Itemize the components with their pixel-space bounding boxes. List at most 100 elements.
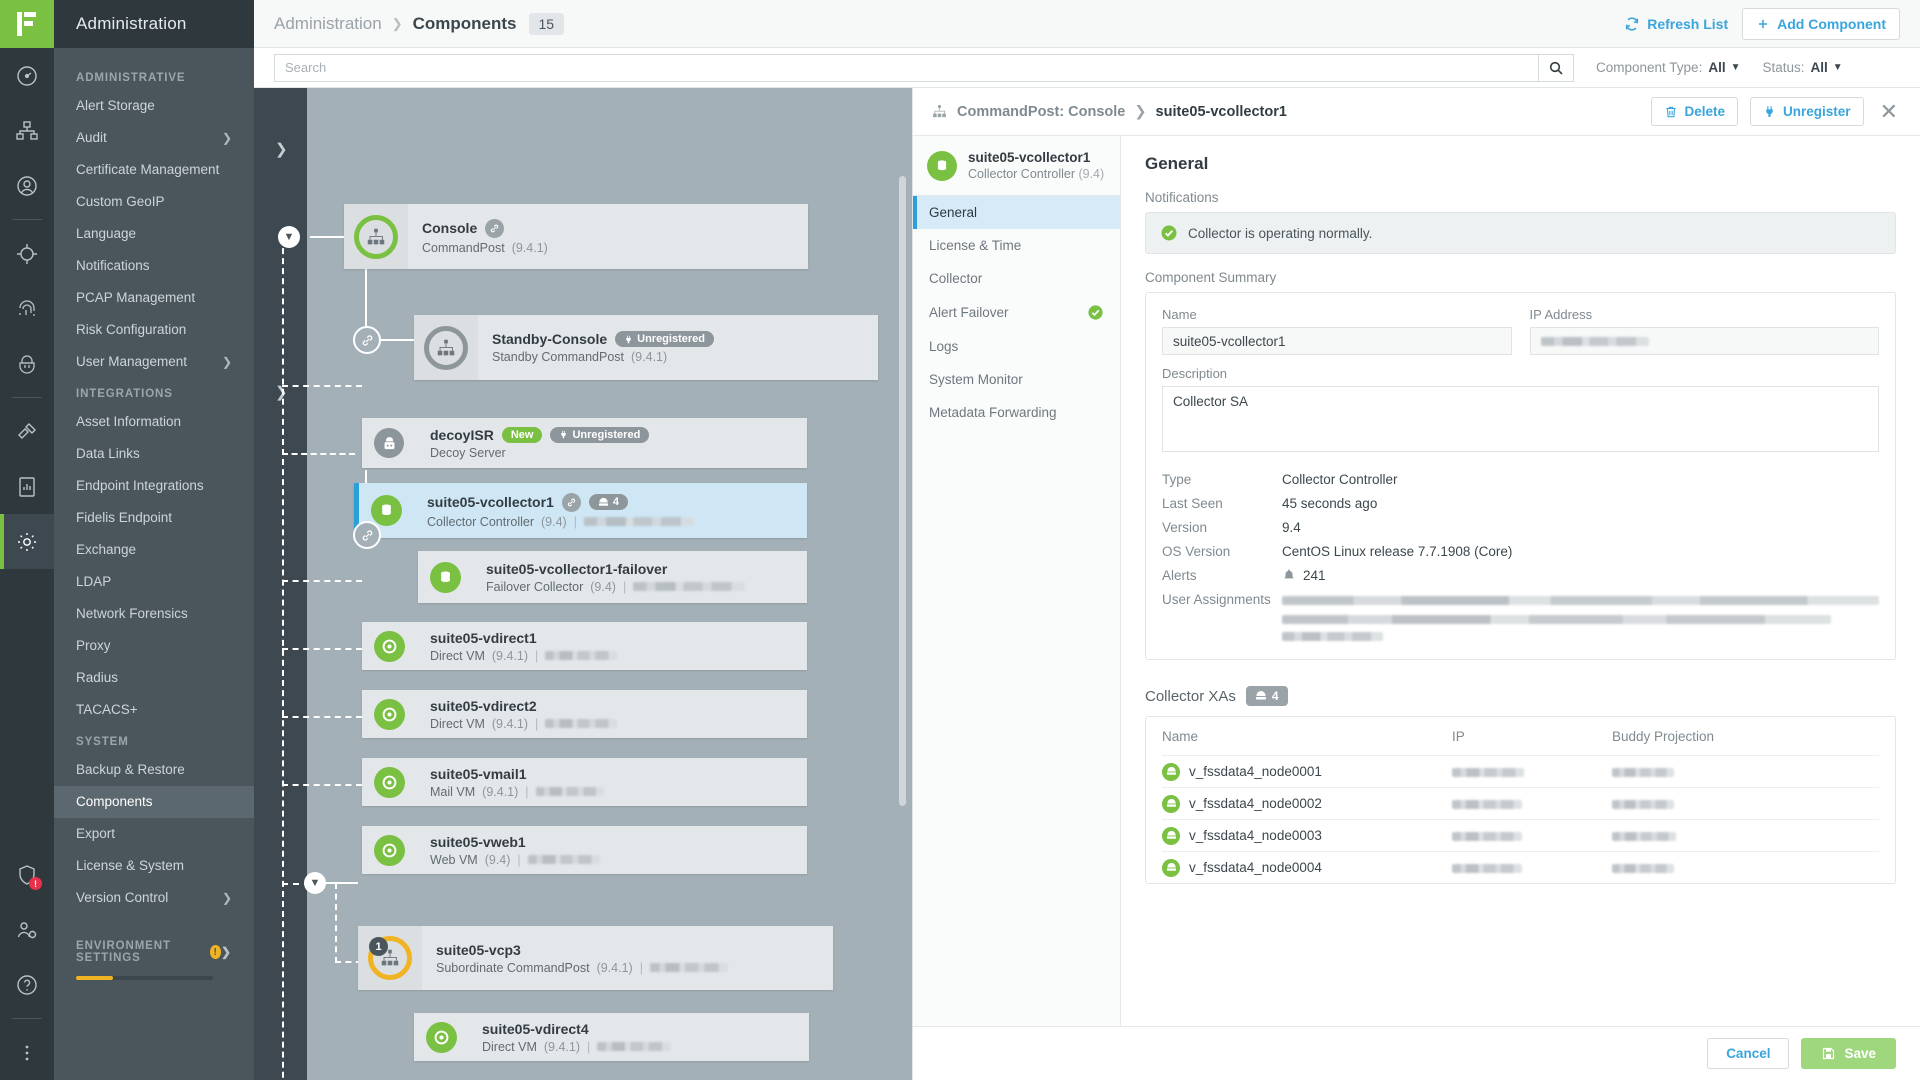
sidebar-item-tacacs[interactable]: TACACS+ — [54, 694, 254, 726]
tree-node-suite05-vdirect4[interactable]: suite05-vdirect4 Direct VM (9.4.1) | — [414, 1013, 809, 1061]
table-row[interactable]: v_fssdata4_node0003 — [1162, 819, 1879, 851]
tree-collapse-vcp3[interactable]: ▼ — [304, 872, 326, 894]
tree-node-vcp3-real[interactable]: 1 suite05-vcp3 Subordinate CommandPost (… — [358, 926, 833, 990]
rail-item-profile[interactable] — [0, 158, 54, 213]
tree-collapse-console[interactable]: ▼ — [278, 226, 300, 248]
tab-general[interactable]: General — [913, 196, 1120, 229]
tree-scrollbar[interactable] — [899, 176, 906, 806]
ip-address-input[interactable] — [1529, 327, 1879, 355]
rail-item-reports[interactable] — [0, 459, 54, 514]
refresh-list-button[interactable]: Refresh List — [1624, 16, 1728, 32]
tree-node-ip-masked — [527, 855, 600, 864]
tab-license-time[interactable]: License & Time — [913, 229, 1120, 262]
table-row[interactable]: v_fssdata4_node0002 — [1162, 787, 1879, 819]
sidebar-item-alert-storage[interactable]: Alert Storage — [54, 90, 254, 122]
name-input[interactable] — [1162, 327, 1512, 355]
sidebar-item-ldap[interactable]: LDAP — [54, 566, 254, 598]
tree-node-sub: Standby CommandPost (9.4.1) — [492, 350, 714, 364]
sidebar-item-user-management[interactable]: User Management ❯ — [54, 346, 254, 378]
cancel-button[interactable]: Cancel — [1707, 1038, 1790, 1069]
xa-name-cell: v_fssdata4_node0003 — [1162, 826, 1452, 845]
tab-label: Alert Failover — [929, 305, 1009, 320]
tree-node-suite05-vweb1[interactable]: suite05-vweb1 Web VM (9.4) | — [362, 826, 807, 874]
chevron-right-icon: ❯ — [221, 891, 232, 905]
sidebar-item-data-links[interactable]: Data Links — [54, 438, 254, 470]
rail-item-security-alerts[interactable]: ! — [0, 847, 54, 902]
description-textarea[interactable] — [1162, 386, 1879, 452]
unregister-button[interactable]: Unregister — [1750, 97, 1864, 126]
unregister-label: Unregister — [1783, 104, 1851, 119]
gutter-expand-top-icon[interactable]: ❯ — [275, 141, 288, 158]
sidebar-item-audit[interactable]: Audit ❯ — [54, 122, 254, 154]
user-settings-icon — [15, 918, 39, 942]
tab-alert-failover[interactable]: Alert Failover — [913, 295, 1120, 330]
sidebar-item-backup-restore[interactable]: Backup & Restore — [54, 754, 254, 786]
tree-node-suite05-vcollector1-failover[interactable]: suite05-vcollector1-failover Failover Co… — [418, 551, 807, 603]
table-row[interactable]: v_fssdata4_node0004 — [1162, 851, 1879, 883]
breadcrumb-parent[interactable]: Administration — [274, 13, 382, 33]
sidebar-item-custom-geoip[interactable]: Custom GeoIP — [54, 186, 254, 218]
sidebar-item-license-system[interactable]: License & System — [54, 850, 254, 882]
rail-item-help[interactable] — [0, 957, 54, 1012]
tree-node-standby-console[interactable]: Standby-Console Unregistered Standby Com… — [414, 315, 878, 380]
detail-breadcrumb-parent[interactable]: CommandPost: Console — [957, 103, 1126, 120]
detail-footer: Cancel Save — [913, 1026, 1920, 1080]
fact-value: 9.4 — [1282, 520, 1301, 535]
rail-item-more[interactable] — [0, 1025, 54, 1080]
sidebar-item-fidelis-endpoint[interactable]: Fidelis Endpoint — [54, 502, 254, 534]
save-button[interactable]: Save — [1801, 1038, 1896, 1069]
search-input[interactable] — [274, 53, 1538, 82]
delete-button[interactable]: Delete — [1650, 97, 1739, 126]
network-topology-icon — [365, 226, 387, 248]
tree-node-suite05-vdirect2[interactable]: suite05-vdirect2 Direct VM (9.4.1) | — [362, 690, 807, 738]
tab-logs[interactable]: Logs — [913, 330, 1120, 363]
sidebar-item-language[interactable]: Language — [54, 218, 254, 250]
sidebar-item-endpoint-integrations[interactable]: Endpoint Integrations — [54, 470, 254, 502]
refresh-icon — [1624, 16, 1640, 32]
gutter-expand-mid-icon[interactable]: ❯ — [275, 384, 288, 401]
status-filter[interactable]: Status: All ▼ — [1763, 60, 1843, 75]
sidebar-item-network-forensics[interactable]: Network Forensics — [54, 598, 254, 630]
tree-node-console[interactable]: Console CommandPost (9.4.1) — [344, 204, 808, 269]
tree-link-failover-icon[interactable] — [353, 521, 381, 549]
tree-node-suite05-vcollector1[interactable]: suite05-vcollector1 4 — [354, 483, 807, 538]
sidebar-item-proxy[interactable]: Proxy — [54, 630, 254, 662]
tab-metadata-forwarding[interactable]: Metadata Forwarding — [913, 396, 1120, 429]
rail-item-enforcement[interactable] — [0, 404, 54, 459]
sidebar-item-version-control[interactable]: Version Control ❯ — [54, 882, 254, 914]
rail-item-forensics[interactable] — [0, 281, 54, 336]
sidebar-item-pcap-management[interactable]: PCAP Management — [54, 282, 254, 314]
sidebar-item-export[interactable]: Export — [54, 818, 254, 850]
sidebar-item-exchange[interactable]: Exchange — [54, 534, 254, 566]
sidebar-item-label: Language — [76, 226, 137, 241]
tree-node-type: Direct VM — [430, 648, 485, 663]
add-component-button[interactable]: Add Component — [1742, 7, 1900, 40]
rail-item-user-settings[interactable] — [0, 902, 54, 957]
rail-item-topology[interactable] — [0, 103, 54, 158]
tab-collector[interactable]: Collector — [913, 262, 1120, 295]
tree-node-suite05-vdirect1[interactable]: suite05-vdirect1 Direct VM (9.4.1) | — [362, 622, 807, 670]
rail-item-administration[interactable] — [0, 514, 54, 569]
tree-node-decoyisr[interactable]: decoyISR New Unregistered Decoy Server — [362, 418, 807, 468]
tab-system-monitor[interactable]: System Monitor — [913, 363, 1120, 396]
sidebar-item-radius[interactable]: Radius — [54, 662, 254, 694]
sidebar-item-label: Components — [76, 794, 153, 809]
rail-item-dashboard[interactable] — [0, 48, 54, 103]
rail-item-threat-actor[interactable] — [0, 336, 54, 391]
sidebar-group-environment-settings[interactable]: ENVIRONMENT SETTINGS ! ❯ — [54, 930, 254, 970]
app-logo[interactable] — [0, 0, 54, 48]
table-row[interactable]: v_fssdata4_node0001 — [1162, 755, 1879, 787]
sidebar-item-notifications[interactable]: Notifications — [54, 250, 254, 282]
sidebar-item-certificate-management[interactable]: Certificate Management — [54, 154, 254, 186]
main-area: Administration ❯ Components 15 Refresh L… — [254, 0, 1920, 1080]
rail-item-detection[interactable] — [0, 226, 54, 281]
component-type-filter[interactable]: Component Type: All ▼ — [1596, 60, 1741, 75]
tree-link-standby-icon[interactable] — [353, 326, 381, 354]
sidebar-item-asset-information[interactable]: Asset Information — [54, 406, 254, 438]
close-icon[interactable]: ✕ — [1879, 98, 1898, 124]
sidebar-item-risk-configuration[interactable]: Risk Configuration — [54, 314, 254, 346]
sidebar-item-components[interactable]: Components — [54, 786, 254, 818]
search-button[interactable] — [1538, 53, 1574, 82]
tree-node-suite05-vmail1[interactable]: suite05-vmail1 Mail VM (9.4.1) | — [362, 758, 807, 806]
gear-icon — [15, 530, 39, 554]
